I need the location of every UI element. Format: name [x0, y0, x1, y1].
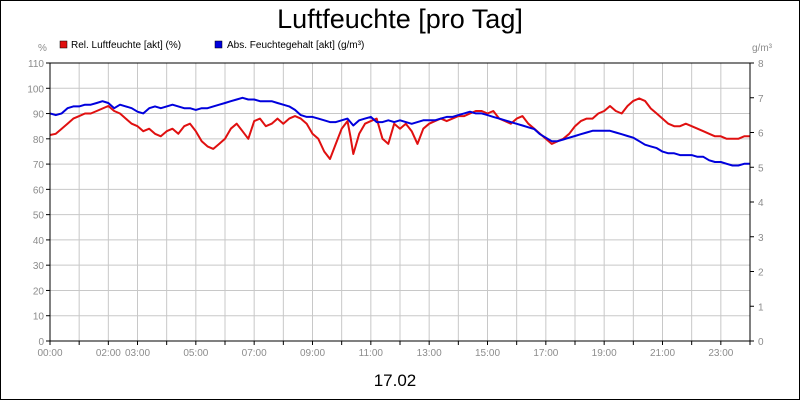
x-tick-label: 00:00: [37, 348, 62, 359]
y-tick-right-label: 3: [758, 233, 764, 244]
right-axis-unit: g/m³: [752, 43, 773, 54]
y-tick-right-label: 6: [758, 129, 764, 140]
legend-swatch-rel-humidity: [59, 40, 68, 49]
legend-label-rel-humidity: Rel. Luftfeuchte [akt] (%): [71, 40, 181, 51]
y-tick-right-label: 7: [758, 94, 764, 105]
legend-swatch-abs-humidity: [214, 40, 223, 49]
y-tick-right-label: 1: [758, 302, 764, 313]
x-tick-label: 02:00: [96, 348, 121, 359]
x-tick-label: 07:00: [242, 348, 267, 359]
y-tick-left-label: 30: [33, 261, 45, 272]
legend: Rel. Luftfeuchte [akt] (%) Abs. Feuchteg…: [59, 40, 364, 51]
y-tick-left-label: 0: [38, 337, 44, 348]
chart-title: Luftfeuchte [pro Tag]: [277, 4, 523, 34]
x-tick-label: 17:00: [533, 348, 558, 359]
y-tick-left-label: 60: [33, 185, 45, 196]
y-tick-left-label: 80: [33, 135, 45, 146]
x-axis: 00:00 02:00 03:00 05:00 07:00 09:00 11:00 13:00…: [37, 341, 751, 359]
x-tick-label: 19:00: [592, 348, 617, 359]
x-tick-label: 11:00: [359, 348, 384, 359]
y-tick-left-label: 50: [33, 211, 45, 222]
x-axis-date-label: 17.02: [374, 371, 417, 390]
y-tick-right-label: 0: [758, 337, 764, 348]
x-tick-label: 03:00: [125, 348, 150, 359]
x-tick-label: 21:00: [650, 348, 675, 359]
y-tick-left-label: 90: [33, 110, 45, 121]
y-tick-left-label: 10: [33, 312, 45, 323]
series-line-rel-humidity: [49, 97, 750, 160]
y-axis-left: 0 10 20 30 40 50 60 70 80 90 100 110: [27, 59, 50, 348]
x-tick-label: 13:00: [417, 348, 442, 359]
y-tick-right-label: 8: [758, 59, 764, 70]
series-line-abs-humidity: [49, 96, 750, 167]
x-tick-label: 15:00: [475, 348, 500, 359]
y-tick-left-label: 40: [33, 236, 45, 247]
y-axis-right: 0 1 2 3 4 5 6 7 8: [750, 59, 764, 348]
y-tick-left-label: 100: [27, 84, 44, 95]
grid: [50, 63, 750, 341]
y-tick-left-label: 70: [33, 160, 45, 171]
series-layer: [49, 96, 750, 167]
x-tick-label: 05:00: [183, 348, 208, 359]
left-axis-unit: %: [38, 43, 47, 54]
y-tick-left-label: 110: [28, 59, 44, 70]
plot-area-border: [49, 62, 751, 342]
x-tick-label: 09:00: [300, 348, 325, 359]
y-tick-right-label: 2: [758, 268, 764, 279]
legend-label-abs-humidity: Abs. Feuchtegehalt [akt] (g/m³): [227, 40, 364, 51]
y-tick-left-label: 20: [33, 286, 45, 297]
y-tick-right-label: 5: [758, 163, 764, 174]
x-tick-label: 23:00: [708, 348, 733, 359]
y-tick-right-label: 4: [758, 198, 764, 209]
